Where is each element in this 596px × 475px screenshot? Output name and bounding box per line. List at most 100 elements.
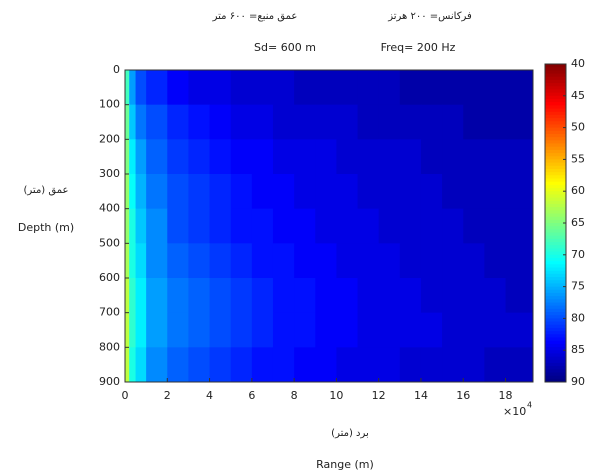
cell xyxy=(125,139,130,174)
colorbar-swatch xyxy=(545,198,566,202)
cell xyxy=(294,313,316,348)
colorbar-swatch xyxy=(545,64,566,68)
cell xyxy=(136,278,147,313)
colorbar-tick-label: 80 xyxy=(571,311,585,324)
colorbar-swatch xyxy=(545,325,566,329)
cell xyxy=(210,278,232,313)
cell xyxy=(252,347,274,382)
cell xyxy=(294,174,316,209)
cell xyxy=(315,313,337,348)
colorbar-swatch xyxy=(545,109,566,113)
colorbar-swatch xyxy=(545,287,566,291)
cell xyxy=(506,139,534,174)
y-tick-label: 600 xyxy=(99,271,120,284)
colorbar-tick-label: 75 xyxy=(571,280,585,293)
colorbar-swatch xyxy=(545,369,566,373)
cell xyxy=(506,313,534,348)
cell xyxy=(167,105,189,140)
colorbar-swatch xyxy=(545,353,566,357)
cell xyxy=(188,313,210,348)
cell xyxy=(146,174,168,209)
cell xyxy=(231,209,253,244)
colorbar-swatch xyxy=(545,245,566,249)
colorbar-swatch xyxy=(545,239,566,243)
colorbar-swatch xyxy=(545,303,566,307)
cell xyxy=(336,105,358,140)
cell xyxy=(336,313,358,348)
cell xyxy=(484,174,506,209)
cell xyxy=(125,347,130,382)
cell xyxy=(136,174,147,209)
colorbar-swatch xyxy=(545,105,566,109)
colorbar-swatch xyxy=(545,350,566,354)
cell xyxy=(136,209,147,244)
cell xyxy=(167,139,189,174)
cell xyxy=(484,313,506,348)
colorbar-swatch xyxy=(545,283,566,287)
cell xyxy=(315,347,337,382)
colorbar-swatch xyxy=(545,147,566,151)
cell xyxy=(463,105,485,140)
colorbar-tick-label: 55 xyxy=(571,152,585,165)
cell xyxy=(442,139,464,174)
colorbar-swatch xyxy=(545,178,566,182)
colorbar-swatch xyxy=(545,185,566,189)
x-tick-label: 18 xyxy=(499,389,513,402)
x-tick-label: 16 xyxy=(456,389,470,402)
cell xyxy=(315,278,337,313)
x-tick-label: 8 xyxy=(291,389,298,402)
cell xyxy=(400,70,422,105)
colorbar-tick-label: 50 xyxy=(571,121,585,134)
colorbar-swatch xyxy=(545,331,566,335)
cell xyxy=(146,313,168,348)
cell xyxy=(442,70,464,105)
cell xyxy=(358,209,380,244)
cell xyxy=(136,105,147,140)
cell xyxy=(146,243,168,278)
cell xyxy=(400,139,422,174)
cell xyxy=(146,209,168,244)
cell xyxy=(400,347,422,382)
cell xyxy=(400,209,422,244)
cell xyxy=(400,278,422,313)
colorbar-swatch xyxy=(545,306,566,310)
cell xyxy=(400,313,422,348)
colorbar-swatch xyxy=(545,280,566,284)
cell xyxy=(379,278,401,313)
cell xyxy=(315,139,337,174)
colorbar-swatch xyxy=(545,163,566,167)
cell xyxy=(421,278,443,313)
cell xyxy=(167,174,189,209)
colorbar-swatch xyxy=(545,93,566,97)
colorbar-swatch xyxy=(545,134,566,138)
cell xyxy=(125,313,130,348)
cell xyxy=(125,70,130,105)
cell xyxy=(129,139,136,174)
cell xyxy=(273,278,295,313)
cell xyxy=(167,278,189,313)
cell xyxy=(442,174,464,209)
colorbar-swatch xyxy=(545,121,566,125)
cell xyxy=(294,139,316,174)
x-label: Range (m) xyxy=(316,458,374,471)
colorbar-swatch xyxy=(545,201,566,205)
colorbar-swatch xyxy=(545,96,566,100)
cell xyxy=(146,347,168,382)
colorbar-swatch xyxy=(545,191,566,195)
cell xyxy=(252,209,274,244)
cell xyxy=(146,278,168,313)
colorbar-swatch xyxy=(545,118,566,122)
colorbar-swatch xyxy=(545,322,566,326)
cell xyxy=(129,347,136,382)
colorbar-swatch xyxy=(545,277,566,281)
y-tick-label: 100 xyxy=(99,98,120,111)
x-tick-label: 2 xyxy=(164,389,171,402)
title-freq: Freq= 200 Hz xyxy=(381,41,456,54)
y-tick-label: 900 xyxy=(99,375,120,388)
y-label: Depth (m) xyxy=(18,221,74,234)
colorbar-swatch xyxy=(545,337,566,341)
colorbar-swatch xyxy=(545,166,566,170)
cell xyxy=(336,278,358,313)
cell xyxy=(136,313,147,348)
cell xyxy=(231,70,253,105)
